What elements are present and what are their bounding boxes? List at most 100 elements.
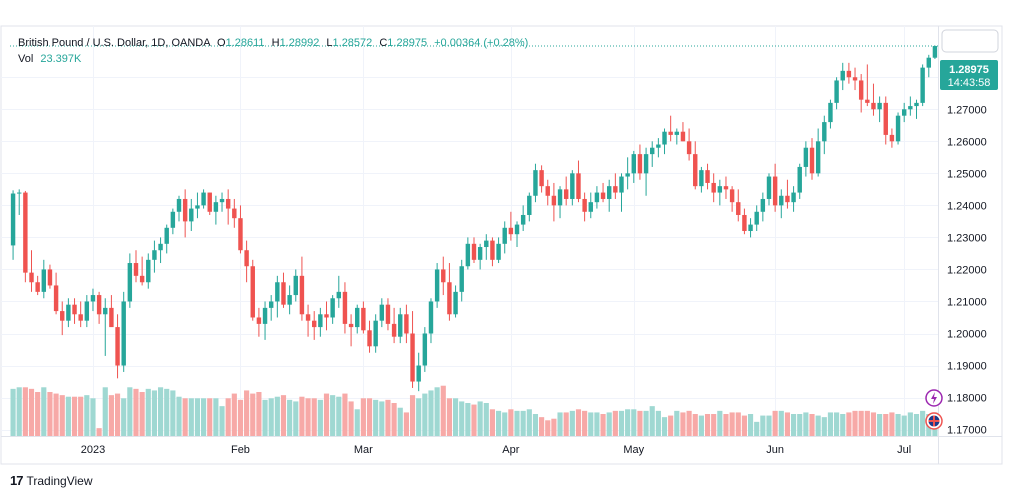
candle-body — [717, 186, 723, 193]
price-tick-label: 1.26000 — [947, 136, 987, 148]
open-label: O — [217, 37, 226, 49]
candle-body — [680, 131, 686, 142]
volume-bar — [16, 387, 22, 436]
candle-body — [901, 109, 907, 116]
volume-bar — [323, 393, 330, 436]
candle-body — [219, 198, 225, 203]
volume-bar — [588, 412, 594, 436]
tradingview-brand[interactable]: 17 TradingView — [10, 473, 93, 488]
price-tick-label: 1.22000 — [947, 264, 987, 276]
volume-bar — [680, 412, 686, 436]
volume-bar — [545, 420, 551, 436]
volume-bar — [747, 414, 754, 436]
candle-body — [846, 70, 852, 78]
candle-body — [361, 307, 366, 331]
candle-body — [29, 272, 34, 283]
candle-body — [238, 218, 243, 251]
volume-bar — [225, 398, 231, 436]
volume-bar — [477, 401, 483, 436]
candle-body — [643, 154, 649, 174]
volume-bar — [53, 393, 59, 436]
candle-body — [213, 202, 219, 212]
candle-body — [834, 80, 839, 103]
candle-body — [772, 176, 778, 206]
candle-body — [871, 102, 876, 110]
volume-bar — [661, 417, 668, 436]
time-axis[interactable]: 2023 Feb Mar Apr May Jun Jul — [81, 444, 912, 456]
candle-body — [600, 192, 606, 199]
candle-body — [324, 314, 329, 318]
volume-bar — [47, 392, 53, 436]
volume-bar — [114, 393, 121, 436]
volume-bar — [834, 412, 840, 436]
candle-body — [103, 307, 108, 315]
candle-body — [96, 295, 102, 315]
volume-bar — [96, 428, 102, 436]
candle-body — [711, 182, 716, 193]
candle-body — [17, 192, 22, 194]
candle-body — [256, 317, 262, 324]
candle-body — [545, 186, 550, 196]
symbol-title[interactable]: British Pound / U.S. Dollar, 1D, OANDA — [18, 37, 210, 49]
volume-bar — [643, 410, 649, 436]
volume-bar — [231, 393, 237, 436]
volume-bar — [90, 398, 96, 436]
candle-body — [127, 263, 133, 302]
volume-bar — [360, 398, 366, 436]
candle-body — [582, 198, 587, 212]
candle-body — [158, 243, 163, 251]
candle-body — [336, 291, 342, 299]
brand-name: TradingView — [26, 473, 93, 488]
volume-bar — [164, 388, 170, 436]
candle-body — [650, 147, 655, 155]
candle-body — [705, 170, 710, 183]
price-tick-label: 1.18000 — [947, 393, 987, 405]
volume-bar — [797, 414, 803, 436]
volume-bar — [557, 412, 563, 436]
volume-bar — [127, 387, 133, 436]
candle-body — [60, 311, 65, 321]
volume-bar — [385, 399, 391, 436]
volume-bar — [569, 410, 575, 436]
candle-body — [422, 333, 428, 366]
volume-bar — [539, 417, 545, 436]
volume-bar — [108, 395, 114, 436]
candle-body — [637, 154, 643, 174]
candle-body — [563, 189, 569, 199]
candle-body — [115, 327, 120, 366]
auto-scale-button[interactable] — [941, 29, 999, 53]
candle-body — [656, 144, 661, 148]
candle-body — [852, 77, 858, 81]
time-tick-label: Mar — [354, 444, 373, 456]
time-tick-label: Jul — [897, 444, 911, 456]
volume-bar — [717, 410, 723, 436]
volume-bar — [827, 412, 834, 436]
candle-body — [189, 208, 194, 222]
candle-body — [195, 205, 200, 209]
price-tick-label: 1.24000 — [947, 200, 987, 212]
candle-body — [367, 330, 372, 347]
candle-body — [404, 314, 409, 334]
candle-body — [576, 173, 581, 199]
candle-body — [662, 131, 667, 145]
candle-body — [348, 323, 354, 328]
lightning-icon[interactable] — [925, 389, 943, 407]
candle-body — [785, 195, 790, 203]
candle-body — [766, 176, 772, 199]
flag-icon[interactable] — [925, 412, 943, 430]
price-tag: 1.28975 14:43:58 — [940, 60, 998, 90]
volume-bar — [379, 401, 385, 436]
volume-bar — [674, 410, 680, 436]
volume-bar — [686, 410, 692, 436]
candle-body — [428, 301, 434, 334]
candle-body — [594, 192, 600, 203]
candle-body — [262, 307, 268, 324]
candle-body — [539, 170, 544, 187]
candle-body — [391, 323, 397, 337]
volume-label[interactable]: Vol — [18, 53, 34, 65]
close-value: 1.28975 — [387, 37, 428, 49]
time-tick-label: Apr — [502, 444, 519, 456]
volume-bar — [735, 412, 741, 436]
